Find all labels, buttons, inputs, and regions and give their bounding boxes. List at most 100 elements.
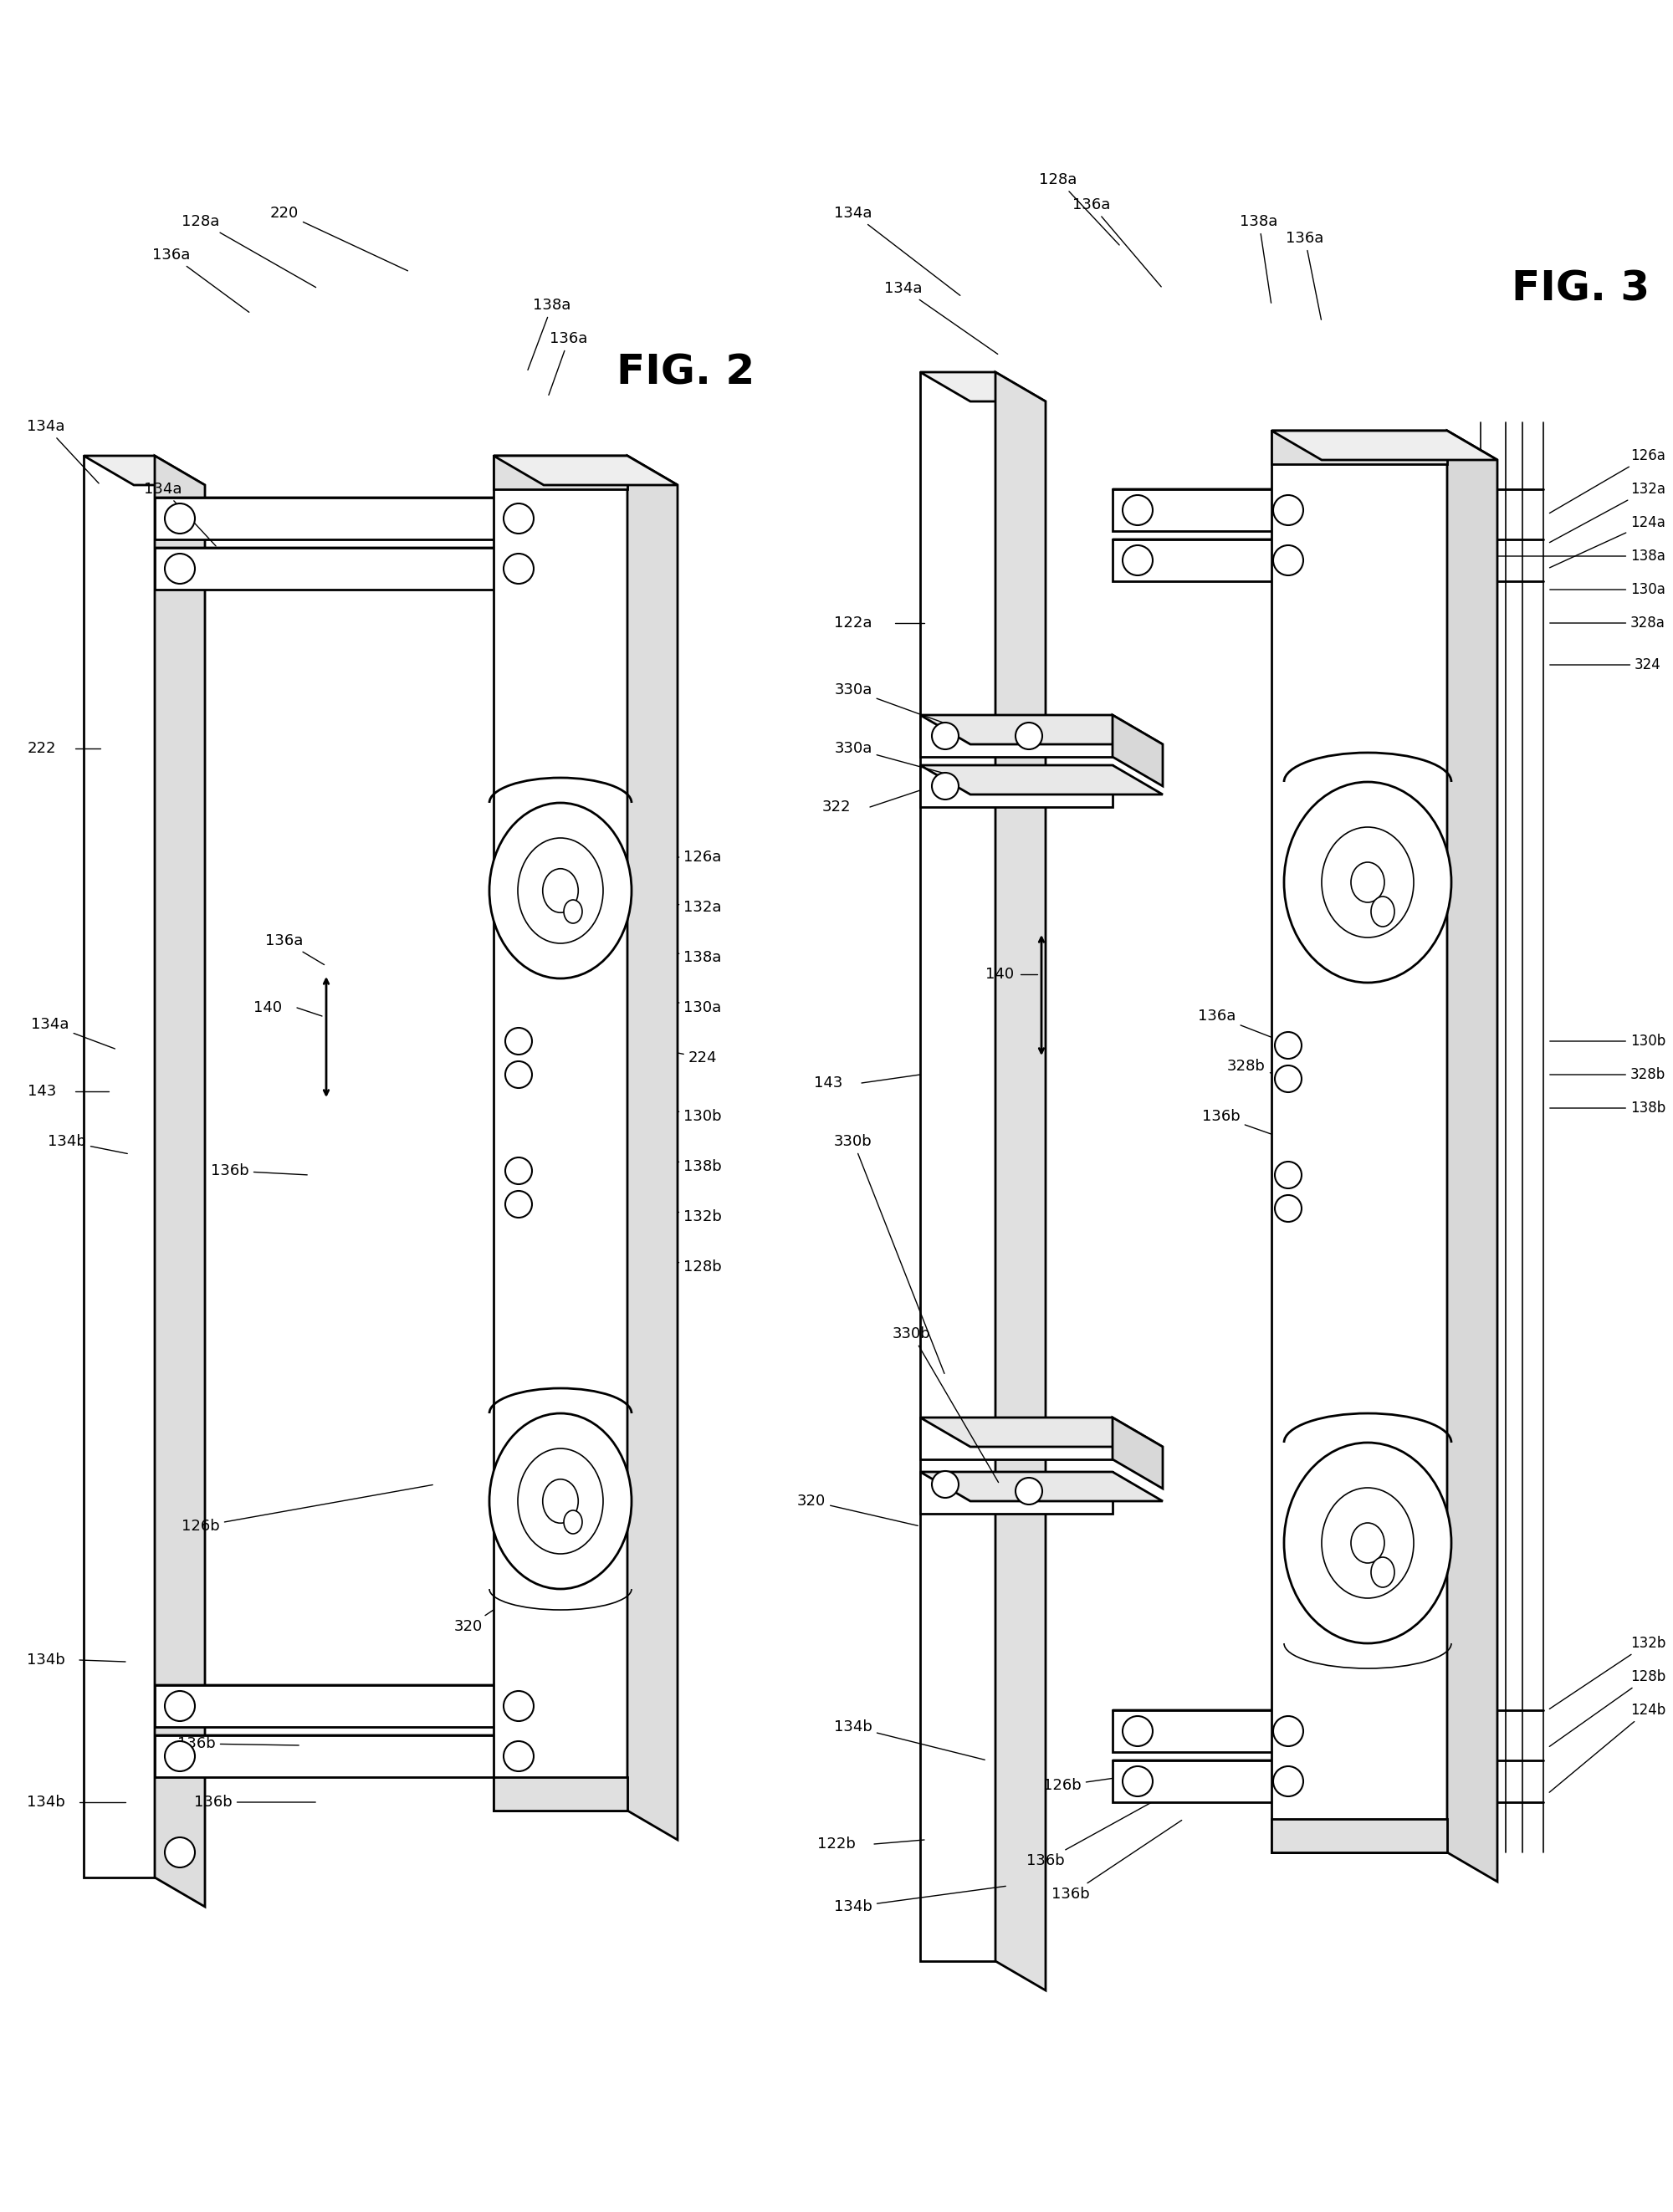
Polygon shape xyxy=(502,498,552,568)
Circle shape xyxy=(1016,723,1042,750)
Text: 328a: 328a xyxy=(1549,615,1665,630)
Ellipse shape xyxy=(489,1413,632,1588)
Ellipse shape xyxy=(519,838,602,942)
Polygon shape xyxy=(920,765,1163,794)
Ellipse shape xyxy=(1352,1522,1385,1564)
Polygon shape xyxy=(1113,1418,1163,1489)
Text: 138b: 138b xyxy=(619,1150,721,1175)
Circle shape xyxy=(1275,1194,1302,1221)
Text: 136b: 136b xyxy=(211,1164,308,1179)
Polygon shape xyxy=(920,714,1163,743)
Circle shape xyxy=(1123,495,1153,524)
Circle shape xyxy=(1123,546,1153,575)
Circle shape xyxy=(505,1062,532,1088)
Text: 134b: 134b xyxy=(27,1652,65,1668)
Text: 136b: 136b xyxy=(177,1736,299,1752)
Text: 132a: 132a xyxy=(634,900,721,916)
Text: FIG. 2: FIG. 2 xyxy=(617,352,755,392)
Text: 143: 143 xyxy=(813,1075,843,1091)
Polygon shape xyxy=(502,549,552,619)
Ellipse shape xyxy=(1372,1557,1395,1588)
Text: 330a: 330a xyxy=(835,741,944,772)
Text: 128a: 128a xyxy=(1039,173,1119,246)
Polygon shape xyxy=(627,456,678,1840)
Text: 130b: 130b xyxy=(621,1099,721,1124)
Circle shape xyxy=(1123,1765,1153,1796)
Text: 224: 224 xyxy=(621,1042,718,1066)
Ellipse shape xyxy=(1322,827,1414,938)
Polygon shape xyxy=(920,765,1113,807)
Text: 134a: 134a xyxy=(32,1018,115,1048)
Polygon shape xyxy=(502,1686,552,1756)
Text: 136a: 136a xyxy=(1072,197,1161,288)
Text: 220: 220 xyxy=(269,206,408,270)
Polygon shape xyxy=(154,456,204,1907)
Circle shape xyxy=(1016,1478,1042,1504)
Text: 324: 324 xyxy=(1549,657,1661,672)
Circle shape xyxy=(505,1157,532,1183)
Polygon shape xyxy=(154,549,502,591)
Polygon shape xyxy=(1113,714,1163,785)
Circle shape xyxy=(1275,1161,1302,1188)
Text: 130a: 130a xyxy=(626,991,721,1015)
Polygon shape xyxy=(154,498,552,526)
Ellipse shape xyxy=(519,1449,602,1553)
Circle shape xyxy=(164,1690,194,1721)
Text: 320: 320 xyxy=(453,1604,504,1635)
Polygon shape xyxy=(154,1734,552,1765)
Polygon shape xyxy=(494,1776,627,1812)
Text: 138a: 138a xyxy=(527,299,570,369)
Text: 320: 320 xyxy=(796,1493,918,1526)
Text: 132a: 132a xyxy=(1549,482,1666,542)
Polygon shape xyxy=(920,1471,1163,1502)
Polygon shape xyxy=(1280,1710,1330,1781)
Ellipse shape xyxy=(542,1480,579,1524)
Text: 130a: 130a xyxy=(1549,582,1665,597)
Text: 122a: 122a xyxy=(835,615,872,630)
Circle shape xyxy=(1273,1765,1303,1796)
Polygon shape xyxy=(154,1686,502,1728)
Ellipse shape xyxy=(564,900,582,922)
Text: 134b: 134b xyxy=(835,1719,985,1761)
Polygon shape xyxy=(84,456,154,1878)
Text: 132b: 132b xyxy=(1549,1637,1666,1710)
Polygon shape xyxy=(154,1734,502,1776)
Polygon shape xyxy=(1113,489,1330,518)
Polygon shape xyxy=(154,549,552,577)
Polygon shape xyxy=(84,456,204,484)
Ellipse shape xyxy=(564,1511,582,1533)
Polygon shape xyxy=(1113,1761,1330,1790)
Polygon shape xyxy=(1280,489,1330,560)
Text: 134b: 134b xyxy=(835,1887,1005,1913)
Circle shape xyxy=(1273,546,1303,575)
Polygon shape xyxy=(494,456,678,484)
Text: 124a: 124a xyxy=(1549,515,1665,568)
Text: 130b: 130b xyxy=(1549,1033,1666,1048)
Polygon shape xyxy=(920,714,1113,757)
Polygon shape xyxy=(1113,540,1280,582)
Circle shape xyxy=(504,504,534,533)
Polygon shape xyxy=(154,498,502,540)
Circle shape xyxy=(932,1471,959,1498)
Polygon shape xyxy=(494,456,678,484)
Circle shape xyxy=(1275,1066,1302,1093)
Text: 136a: 136a xyxy=(266,933,325,964)
Circle shape xyxy=(164,1741,194,1772)
Polygon shape xyxy=(1271,431,1497,460)
Polygon shape xyxy=(920,372,1046,400)
Text: 128b: 128b xyxy=(616,1250,721,1274)
Text: 136b: 136b xyxy=(1052,1820,1181,1902)
Text: 330b: 330b xyxy=(893,1327,999,1482)
Text: 140: 140 xyxy=(985,967,1014,982)
Ellipse shape xyxy=(489,803,632,978)
Circle shape xyxy=(1273,495,1303,524)
Text: 138a: 138a xyxy=(1457,549,1665,564)
Text: 222: 222 xyxy=(27,741,57,757)
Polygon shape xyxy=(920,372,995,1962)
Ellipse shape xyxy=(1372,896,1395,927)
Circle shape xyxy=(504,553,534,584)
Ellipse shape xyxy=(1322,1489,1414,1597)
Circle shape xyxy=(1273,1717,1303,1745)
Text: 126a: 126a xyxy=(637,849,721,865)
Text: 136a: 136a xyxy=(1287,230,1323,321)
